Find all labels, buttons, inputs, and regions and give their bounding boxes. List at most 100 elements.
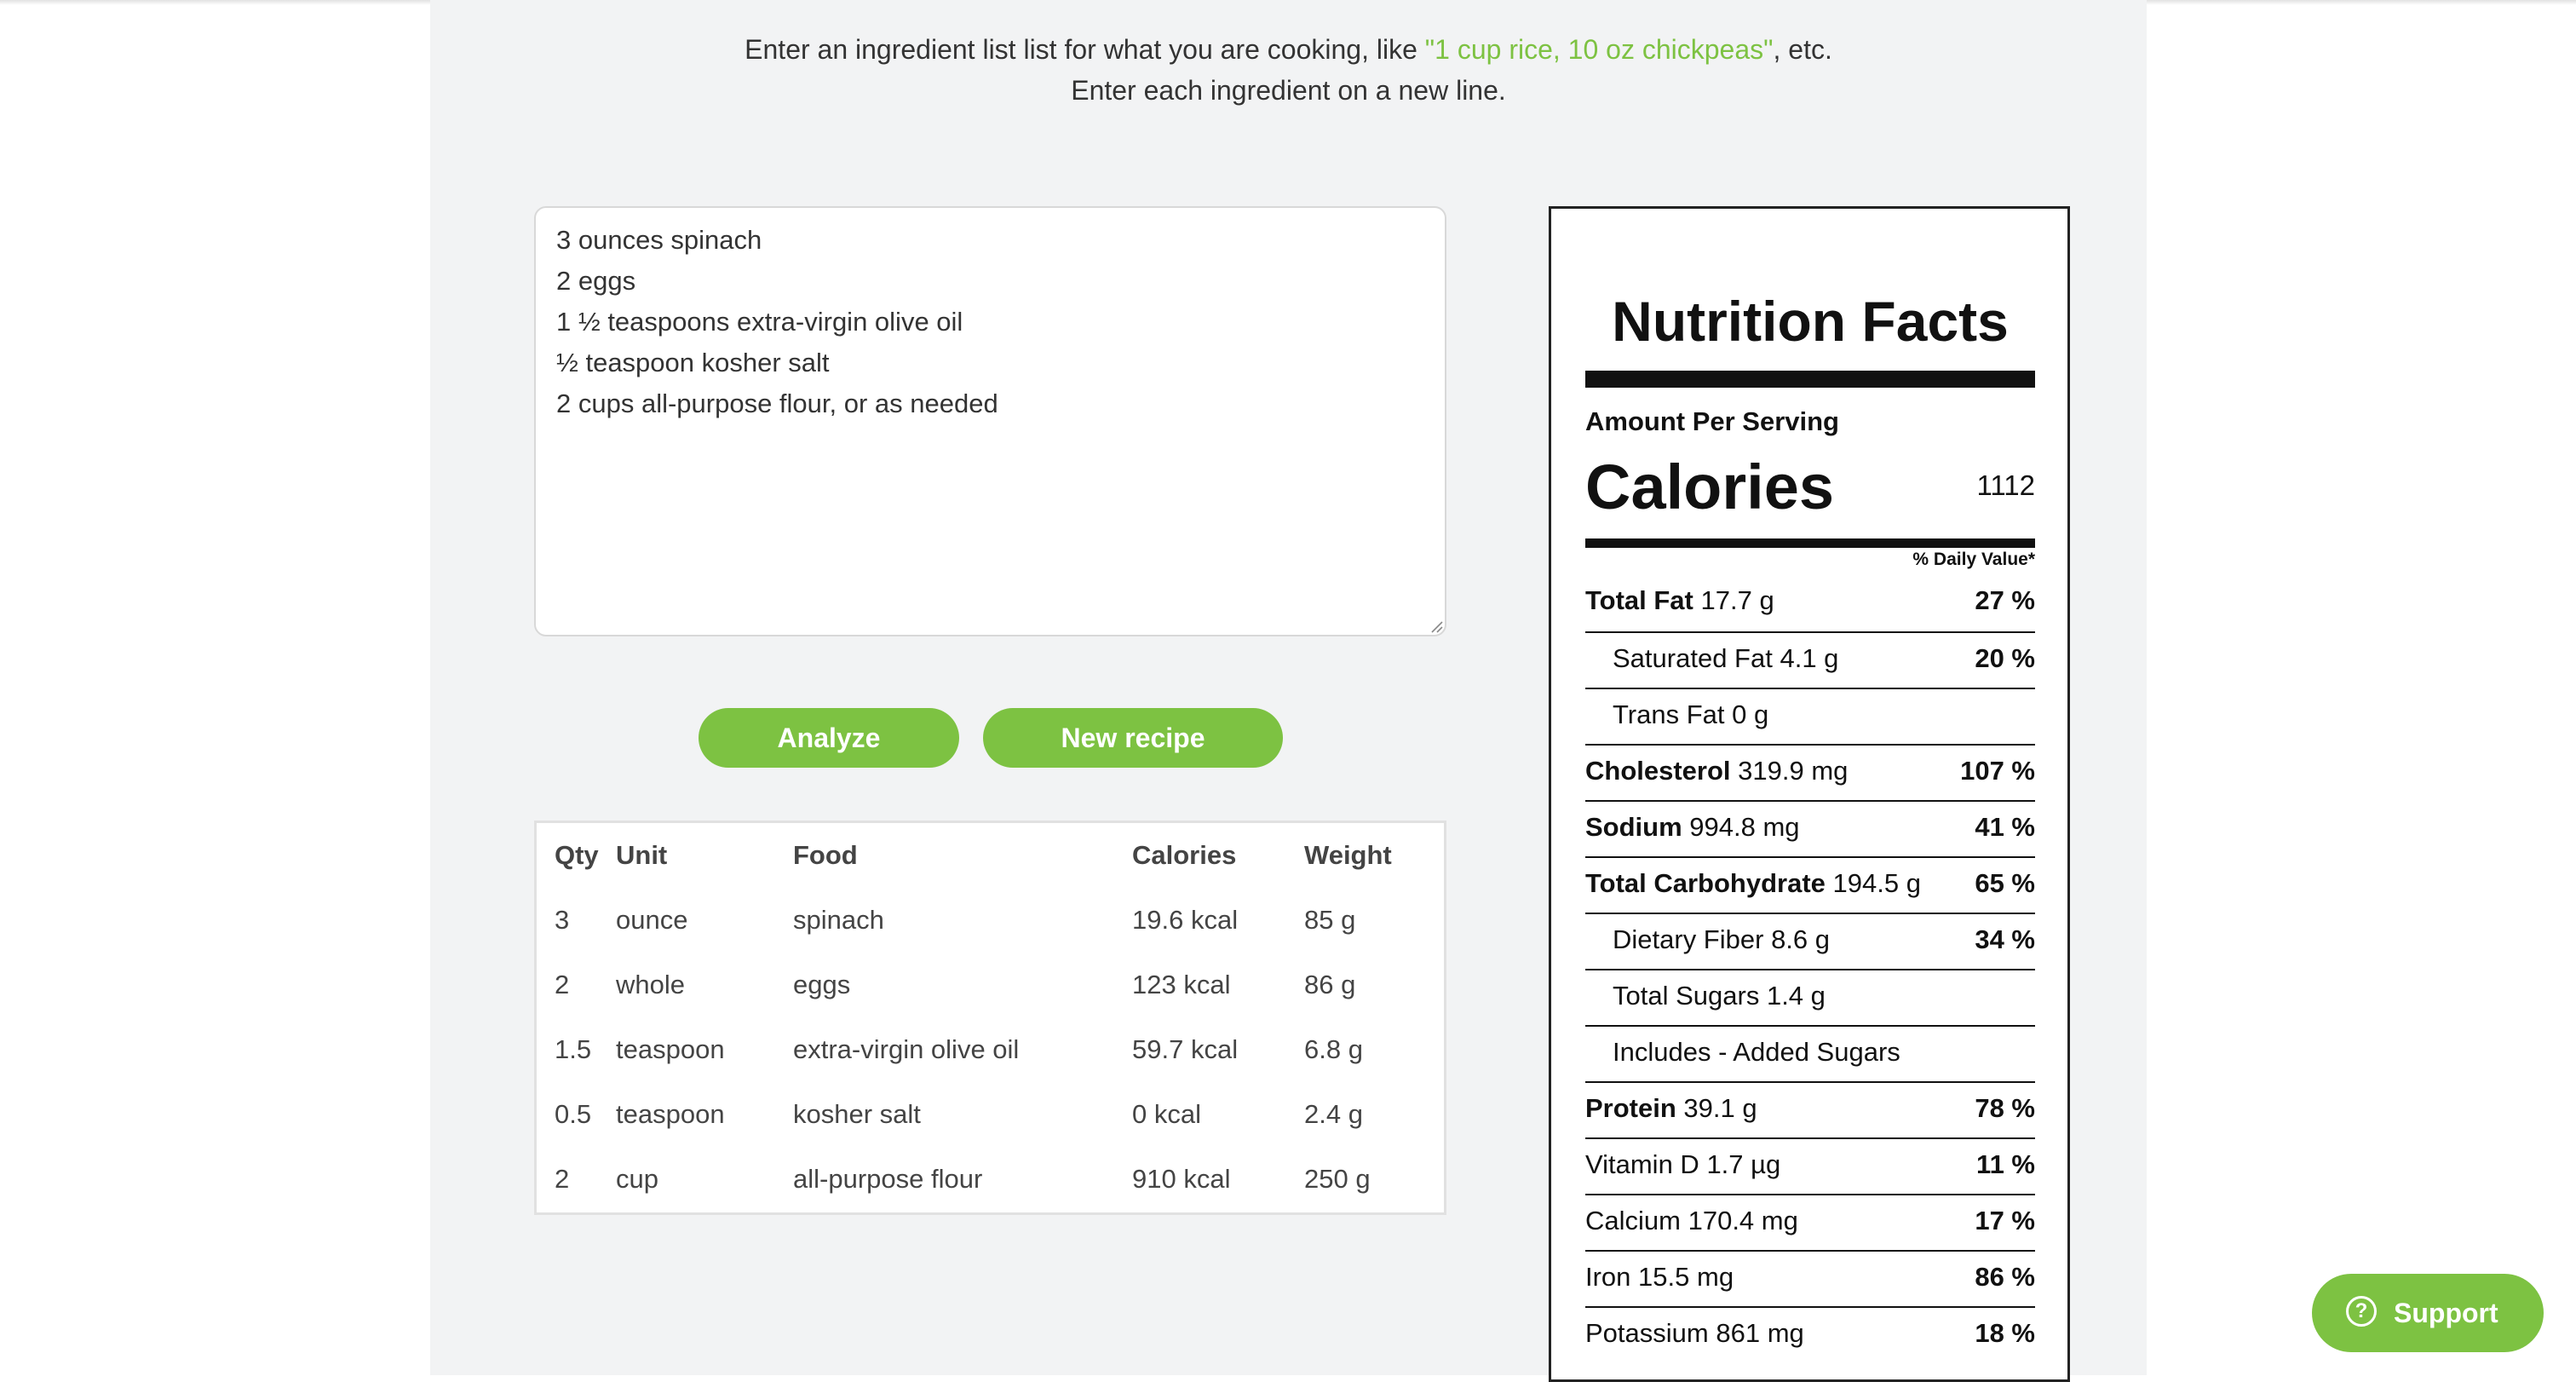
nutrient-label: Total Carbohydrate 194.5 g: [1585, 868, 1921, 898]
cell-weight: 86 g: [1304, 970, 1356, 999]
nutrient-name: Sodium: [1585, 812, 1682, 842]
nutrient-amount: 0 g: [1732, 700, 1769, 729]
ingredient-textarea[interactable]: 3 ounces spinach 2 eggs 1 ½ teaspoons ex…: [534, 206, 1446, 636]
nutrient-name: Trans Fat: [1613, 700, 1725, 729]
nutrient-amount: 194.5 g: [1832, 868, 1921, 898]
nutrient-row: Trans Fat 0 g: [1585, 688, 2035, 742]
cell-calories: 0 kcal: [1132, 1099, 1201, 1129]
question-circle-icon: ?: [2346, 1296, 2377, 1327]
nutrient-label: Saturated Fat 4.1 g: [1585, 643, 1838, 673]
nutrient-row: Iron 15.5 mg 86 %: [1585, 1250, 2035, 1304]
nutrient-amount: 1.7 µg: [1706, 1149, 1781, 1179]
cell-unit: ounce: [616, 905, 688, 935]
table-row: 2 whole eggs 123 kcal 86 g: [537, 953, 1444, 1017]
support-label: Support: [2394, 1298, 2498, 1328]
analyze-button[interactable]: Analyze: [699, 708, 959, 768]
nutrient-name: Saturated Fat: [1613, 643, 1773, 673]
medium-divider: [1585, 538, 2035, 548]
nutrient-amount: 861 mg: [1716, 1318, 1804, 1348]
cell-qty: 2: [555, 1164, 570, 1194]
header-weight: Weight: [1304, 840, 1392, 870]
intro-text-after: , etc.: [1773, 34, 1832, 65]
nutrient-amount: 15.5 mg: [1638, 1262, 1734, 1292]
header-unit: Unit: [616, 840, 668, 870]
cell-qty: 1.5: [555, 1034, 592, 1064]
nutrient-amount: 8.6 g: [1771, 924, 1831, 954]
table-row: 3 ounce spinach 19.6 kcal 85 g: [537, 888, 1444, 953]
nutrient-daily-value: 86 %: [1975, 1262, 2035, 1292]
nutrient-label: Protein 39.1 g: [1585, 1093, 1757, 1123]
nutrient-row: Sodium 994.8 mg 41 %: [1585, 800, 2035, 855]
nutrient-name: Includes - Added Sugars: [1613, 1037, 1900, 1067]
nutrient-row: Includes - Added Sugars: [1585, 1025, 2035, 1080]
nutrient-daily-value: 27 %: [1975, 585, 2035, 615]
amount-per-serving-label: Amount Per Serving: [1585, 406, 1839, 436]
calories-label: Calories: [1585, 452, 1835, 522]
nutrient-label: Trans Fat 0 g: [1585, 700, 1768, 729]
cell-food: eggs: [793, 970, 851, 999]
nutrient-row: Calcium 170.4 mg 17 %: [1585, 1194, 2035, 1248]
cell-weight: 85 g: [1304, 905, 1356, 935]
cell-unit: whole: [616, 970, 685, 999]
cell-qty: 2: [555, 970, 570, 999]
nutrient-name: Vitamin D: [1585, 1149, 1699, 1179]
nutrient-amount: 4.1 g: [1780, 643, 1839, 673]
nutrient-label: Potassium 861 mg: [1585, 1318, 1804, 1348]
nutrient-amount: 170.4 mg: [1688, 1206, 1798, 1235]
cell-calories: 59.7 kcal: [1132, 1034, 1239, 1064]
nutrient-row: Protein 39.1 g 78 %: [1585, 1081, 2035, 1136]
cell-calories: 910 kcal: [1132, 1164, 1231, 1194]
nutrient-name: Dietary Fiber: [1613, 924, 1764, 954]
header-qty: Qty: [555, 840, 599, 870]
table-header-row: Qty Unit Food Calories Weight: [537, 823, 1444, 888]
nutrient-name: Total Carbohydrate: [1585, 868, 1826, 898]
nutrient-label: Sodium 994.8 mg: [1585, 812, 1800, 842]
resize-grip-icon[interactable]: [1429, 619, 1443, 633]
nutrient-daily-value: 17 %: [1975, 1206, 2035, 1235]
cell-qty: 3: [555, 905, 570, 935]
nutrient-name: Iron: [1585, 1262, 1631, 1292]
nutrient-amount: 39.1 g: [1683, 1093, 1757, 1123]
ingredient-table: Qty Unit Food Calories Weight 3 ounce sp…: [537, 823, 1444, 1212]
nutrient-label: Iron 15.5 mg: [1585, 1262, 1734, 1292]
nutrient-label: Includes - Added Sugars: [1585, 1037, 1900, 1067]
nutrient-name: Calcium: [1585, 1206, 1681, 1235]
cell-qty: 0.5: [555, 1099, 592, 1129]
nutrient-name: Protein: [1585, 1093, 1676, 1123]
cell-calories: 123 kcal: [1132, 970, 1231, 999]
ingredient-table-container: Qty Unit Food Calories Weight 3 ounce sp…: [534, 821, 1446, 1215]
support-button[interactable]: ? Support: [2312, 1274, 2544, 1352]
nutrient-amount: 994.8 mg: [1689, 812, 1800, 842]
intro-example: "1 cup rice, 10 oz chickpeas": [1424, 34, 1774, 65]
cell-calories: 19.6 kcal: [1132, 905, 1239, 935]
intro-text-before: Enter an ingredient list list for what y…: [745, 34, 1425, 65]
nutrient-row: Dietary Fiber 8.6 g 34 %: [1585, 913, 2035, 967]
daily-value-header: % Daily Value*: [1912, 550, 2035, 569]
cell-food: all-purpose flour: [793, 1164, 983, 1194]
cell-food: kosher salt: [793, 1099, 921, 1129]
header-food: Food: [793, 840, 858, 870]
calories-value: 1112: [1976, 469, 2035, 501]
nutrient-amount: 1.4 g: [1766, 981, 1826, 1011]
cell-food: extra-virgin olive oil: [793, 1034, 1020, 1064]
nutrient-label: Total Sugars 1.4 g: [1585, 981, 1826, 1011]
nutrient-row: Total Fat 17.7 g 27 %: [1585, 575, 2035, 630]
nutrient-daily-value: 41 %: [1975, 812, 2035, 842]
nutrient-label: Dietary Fiber 8.6 g: [1585, 924, 1830, 954]
cell-unit: teaspoon: [616, 1099, 725, 1129]
table-row: 0.5 teaspoon kosher salt 0 kcal 2.4 g: [537, 1082, 1444, 1147]
nutrient-row: Total Carbohydrate 194.5 g 65 %: [1585, 856, 2035, 911]
nutrient-daily-value: 107 %: [1960, 756, 2035, 786]
cell-unit: cup: [616, 1164, 658, 1194]
cell-food: spinach: [793, 905, 884, 935]
nutrient-row: Potassium 861 mg 18 %: [1585, 1306, 2035, 1361]
table-row: 2 cup all-purpose flour 910 kcal 250 g: [537, 1147, 1444, 1212]
nutrient-label: Cholesterol 319.9 mg: [1585, 756, 1848, 786]
intro-text: Enter an ingredient list list for what y…: [430, 29, 2147, 111]
nutrient-label: Calcium 170.4 mg: [1585, 1206, 1798, 1235]
cell-weight: 250 g: [1304, 1164, 1371, 1194]
cell-unit: teaspoon: [616, 1034, 725, 1064]
cell-weight: 6.8 g: [1304, 1034, 1363, 1064]
new-recipe-button[interactable]: New recipe: [983, 708, 1283, 768]
nutrient-daily-value: 65 %: [1975, 868, 2035, 898]
